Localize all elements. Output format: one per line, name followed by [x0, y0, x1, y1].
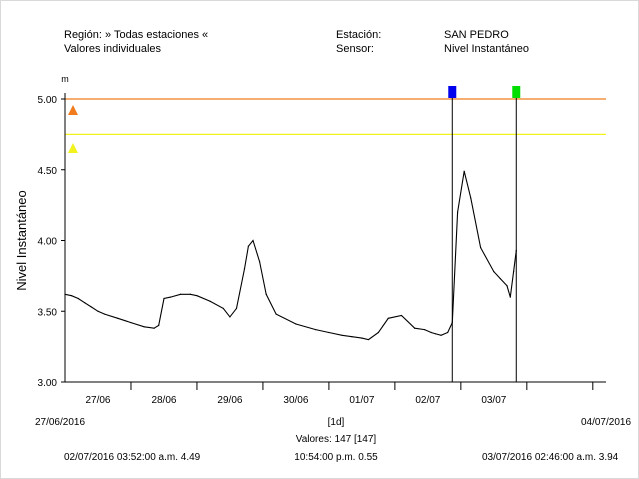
y-unit-label: m	[61, 74, 69, 84]
data-point	[315, 329, 317, 331]
x-tick-label: 01/07	[349, 395, 374, 406]
data-point	[387, 317, 389, 319]
x-tick-label: 02/07	[415, 395, 440, 406]
data-point	[163, 297, 165, 300]
data-point	[377, 331, 379, 334]
region-label: Región: » Todas estaciones «	[64, 29, 209, 41]
cursor-marker	[448, 86, 457, 98]
value-count-label: Valores: 147 [147]	[296, 434, 377, 445]
x-tick-label: 28/06	[151, 395, 176, 406]
data-point	[235, 307, 238, 310]
x-tick-label: 03/07	[481, 395, 506, 406]
data-point	[153, 327, 155, 329]
data-point	[447, 331, 449, 334]
data-point	[499, 278, 502, 280]
data-point	[423, 329, 426, 331]
data-point	[77, 297, 79, 300]
data-point	[169, 296, 172, 298]
data-point	[275, 313, 277, 315]
data-point	[259, 261, 261, 263]
data-point	[509, 296, 511, 298]
triangle-yellow-icon	[68, 143, 78, 153]
data-point	[222, 307, 224, 310]
sensor-label: Sensor:	[336, 43, 374, 55]
data-point	[247, 245, 250, 247]
data-point	[328, 331, 330, 334]
data-point	[70, 295, 73, 297]
cursor-2-readout: 03/07/2016 02:46:00 a.m. 3.94	[482, 452, 619, 463]
triangle-orange-icon	[68, 105, 78, 115]
y-tick-label: 4.50	[38, 166, 58, 177]
data-point	[84, 302, 86, 304]
data-point	[414, 327, 416, 329]
data-point	[351, 336, 353, 338]
data-point	[493, 271, 495, 273]
data-point	[117, 317, 119, 319]
data-point	[361, 337, 363, 339]
cursor-layer	[448, 86, 521, 382]
y-tick-label: 4.00	[38, 237, 58, 248]
station-value: SAN PEDRO	[444, 29, 509, 41]
data-point	[341, 334, 343, 336]
y-tick-label: 3.00	[38, 378, 58, 389]
data-point	[209, 300, 211, 302]
x-tick-label: 27/06	[85, 395, 110, 406]
axes-layer: m 3.00 3.50 4.00 4.50 5.00 27/06 28/06 29/06 30/0…	[14, 74, 631, 445]
x-tick-label: 30/06	[283, 395, 308, 406]
data-point	[252, 239, 254, 242]
data-point	[158, 324, 160, 326]
data-point	[470, 197, 472, 199]
cursor-1-readout: 02/07/2016 03:52:00 a.m. 4.49	[64, 452, 201, 463]
data-point	[400, 314, 403, 317]
data-point	[513, 271, 515, 273]
data-point	[506, 285, 508, 287]
data-point	[456, 211, 459, 213]
sensor-value: Nivel Instantáneo	[444, 43, 529, 55]
data-point	[243, 268, 246, 270]
x-end-label: 04/07/2016	[581, 417, 631, 428]
data-point	[97, 310, 99, 312]
data-point	[179, 293, 182, 295]
cursor-marker	[512, 86, 521, 98]
data-point	[143, 326, 145, 328]
data-point	[265, 293, 267, 295]
data-point	[130, 321, 132, 324]
data-point	[430, 331, 432, 334]
data-point	[64, 293, 66, 295]
cursor-diff-readout: 10:54:00 p.m. 0.55	[294, 452, 378, 463]
data-point	[196, 295, 198, 297]
threshold-layer	[65, 98, 606, 153]
y-tick-label: 3.50	[38, 307, 58, 318]
data-point	[435, 333, 437, 335]
data-point	[295, 323, 297, 325]
x-tick-label: 29/06	[217, 395, 242, 406]
data-point	[90, 306, 92, 308]
data-point	[367, 338, 370, 341]
series-line	[64, 171, 517, 341]
x-step-label: [1d]	[328, 417, 345, 428]
data-point	[103, 313, 106, 315]
y-axis-label: Nivel Instantáneo	[14, 190, 29, 290]
series-layer	[64, 170, 517, 341]
label-layer: 02/07/2016 03:52:00 a.m. 4.49 10:54:00 p.…	[64, 452, 619, 463]
data-point	[229, 316, 231, 318]
values-mode-label: Valores individuales	[64, 43, 162, 55]
data-point	[480, 246, 482, 249]
data-point	[189, 293, 191, 295]
station-label: Estación:	[336, 29, 382, 41]
y-tick-label: 5.00	[38, 95, 58, 106]
data-point	[463, 170, 465, 172]
x-start-label: 27/06/2016	[35, 417, 85, 428]
data-point	[440, 334, 442, 336]
